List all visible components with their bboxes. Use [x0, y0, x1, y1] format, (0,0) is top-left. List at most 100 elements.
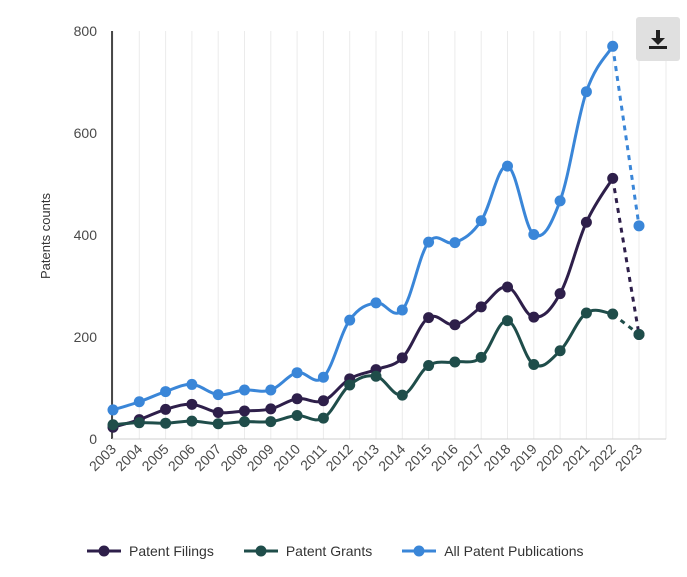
x-tick-label: 2018 [480, 441, 513, 474]
data-point[interactable] [291, 393, 303, 405]
x-tick-label: 2005 [138, 441, 171, 474]
x-tick-label: 2023 [612, 441, 645, 474]
download-icon [649, 30, 667, 49]
y-tick-label: 200 [74, 329, 98, 345]
x-tick-label: 2004 [112, 441, 145, 474]
data-point[interactable] [265, 416, 277, 428]
series-patent-grants [107, 307, 645, 431]
data-point[interactable] [160, 417, 172, 429]
series-line [112, 177, 614, 429]
data-point[interactable] [133, 396, 145, 408]
data-point[interactable] [528, 359, 540, 371]
data-point[interactable] [265, 403, 277, 415]
legend-label: Patent Grants [285, 543, 373, 559]
data-point[interactable] [423, 312, 435, 324]
data-point[interactable] [580, 216, 592, 228]
data-point[interactable] [370, 297, 382, 309]
data-point[interactable] [239, 384, 250, 396]
legend-label: Patent Filings [129, 543, 214, 559]
data-point[interactable] [449, 356, 461, 368]
data-point[interactable] [554, 345, 566, 357]
x-tick-label: 2008 [217, 441, 250, 474]
data-point[interactable] [502, 315, 513, 327]
series-layer [107, 40, 645, 433]
data-point[interactable] [633, 328, 645, 340]
data-point[interactable] [133, 417, 145, 429]
data-point[interactable] [186, 415, 198, 427]
data-point[interactable] [265, 384, 277, 396]
x-tick-label: 2022 [585, 441, 618, 474]
x-tick-label: 2015 [401, 441, 434, 474]
data-point[interactable] [607, 40, 619, 52]
series-line [112, 45, 614, 412]
x-tick-label: 2009 [244, 441, 277, 474]
y-tick-label: 0 [89, 431, 97, 447]
data-point[interactable] [449, 319, 461, 331]
data-point[interactable] [186, 378, 198, 390]
data-point[interactable] [607, 308, 619, 320]
x-tick-label: 2014 [375, 441, 408, 474]
data-point[interactable] [528, 228, 540, 240]
data-point[interactable] [370, 370, 382, 382]
data-point[interactable] [423, 360, 435, 372]
x-tick-label: 2016 [428, 441, 461, 474]
data-point[interactable] [291, 367, 303, 379]
data-point[interactable] [107, 419, 119, 431]
data-point[interactable] [160, 386, 172, 398]
series-all-patent-publications [107, 40, 645, 416]
data-point[interactable] [186, 398, 198, 410]
legend-item[interactable]: Patent Grants [242, 543, 372, 559]
data-point[interactable] [317, 371, 329, 383]
y-tick-label: 600 [74, 125, 98, 141]
x-tick-label: 2010 [270, 441, 303, 474]
data-point[interactable] [607, 172, 619, 184]
data-point[interactable] [449, 237, 461, 249]
legend: Patent Filings Patent Grants All Patent Pu… [85, 543, 612, 559]
data-point[interactable] [475, 215, 487, 227]
data-point[interactable] [239, 405, 250, 417]
data-point[interactable] [291, 410, 303, 422]
data-point[interactable] [502, 281, 513, 293]
x-tick-label: 2017 [454, 441, 487, 474]
data-point[interactable] [212, 418, 224, 430]
x-tick-label: 2013 [349, 441, 382, 474]
data-point[interactable] [396, 389, 408, 401]
axes [111, 31, 666, 440]
legend-label: All Patent Publications [444, 543, 584, 559]
x-tick-label: 2012 [322, 441, 355, 474]
data-point[interactable] [502, 160, 513, 172]
legend-item[interactable]: Patent Filings [85, 543, 214, 559]
data-point[interactable] [528, 311, 540, 323]
data-point[interactable] [396, 304, 408, 316]
data-point[interactable] [212, 389, 224, 401]
data-point[interactable] [633, 220, 645, 232]
data-point[interactable] [239, 416, 250, 428]
data-point[interactable] [396, 352, 408, 364]
download-button[interactable] [636, 17, 680, 61]
tick-labels: 0200400600800200320042005200620072008200… [74, 23, 646, 474]
x-tick-label: 2020 [533, 441, 566, 474]
data-point[interactable] [475, 301, 487, 313]
legend-item[interactable]: All Patent Publications [400, 543, 584, 559]
data-point[interactable] [107, 404, 119, 416]
data-point[interactable] [580, 86, 592, 98]
series-line-projected [611, 46, 641, 227]
data-point[interactable] [160, 403, 172, 415]
data-point[interactable] [317, 395, 329, 407]
data-point[interactable] [423, 236, 435, 248]
x-tick-label: 2019 [507, 441, 540, 474]
x-tick-label: 2011 [297, 441, 330, 474]
y-tick-label: 800 [74, 23, 98, 39]
data-point[interactable] [317, 412, 329, 424]
data-point[interactable] [344, 314, 356, 326]
y-tick-label: 400 [74, 227, 98, 243]
data-point[interactable] [580, 307, 592, 319]
x-tick-label: 2006 [165, 441, 198, 474]
data-point[interactable] [212, 406, 224, 418]
data-point[interactable] [554, 195, 566, 207]
data-point[interactable] [344, 379, 356, 391]
data-point[interactable] [554, 288, 566, 300]
legend-swatch [402, 545, 437, 557]
data-point[interactable] [475, 351, 487, 363]
